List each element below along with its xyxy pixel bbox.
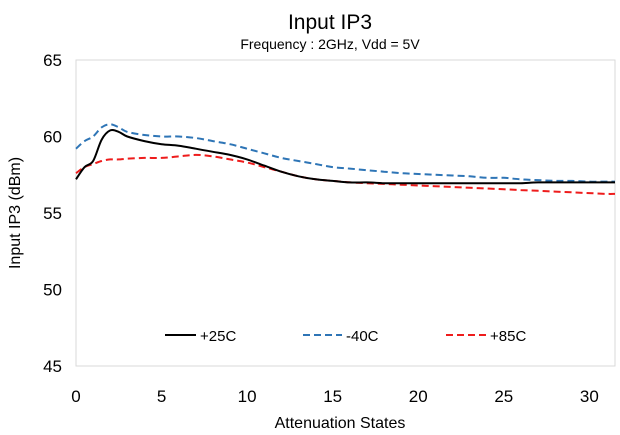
series-layer [75,123,616,195]
y-tick-label: 60 [43,128,62,147]
y-tick-label: 45 [43,357,62,376]
x-tick-label: 5 [157,387,166,406]
chart-subtitle: Frequency : 2GHz, Vdd = 5V [240,36,420,52]
y-tick-label: 55 [43,204,62,223]
y-tick-label: 65 [43,51,62,70]
legend-label-2: -40C [346,328,379,345]
series-line-1 [75,128,615,185]
x-tick-label: 15 [323,387,342,406]
y-axis-ticks: 45 50 55 60 65 [43,51,62,376]
y-tick-label: 50 [43,281,62,300]
y-axis-title: Input IP3 (dBm) [7,157,24,269]
legend: +25C -40C +85C [165,328,526,345]
x-tick-label: 10 [238,387,257,406]
x-tick-label: 30 [580,387,599,406]
x-axis-title: Attenuation States [275,415,406,432]
chart-title: Input IP3 [288,11,372,34]
series-line-2 [75,123,615,183]
legend-label-3: +85C [490,328,526,345]
plot-area [75,59,616,367]
x-tick-label: 25 [494,387,513,406]
series-line-3 [75,153,616,195]
legend-label-1: +25C [200,328,236,345]
x-tick-label: 20 [409,387,428,406]
x-tick-label: 0 [71,387,80,406]
x-axis-ticks: 0 5 10 15 20 25 30 [71,387,599,406]
